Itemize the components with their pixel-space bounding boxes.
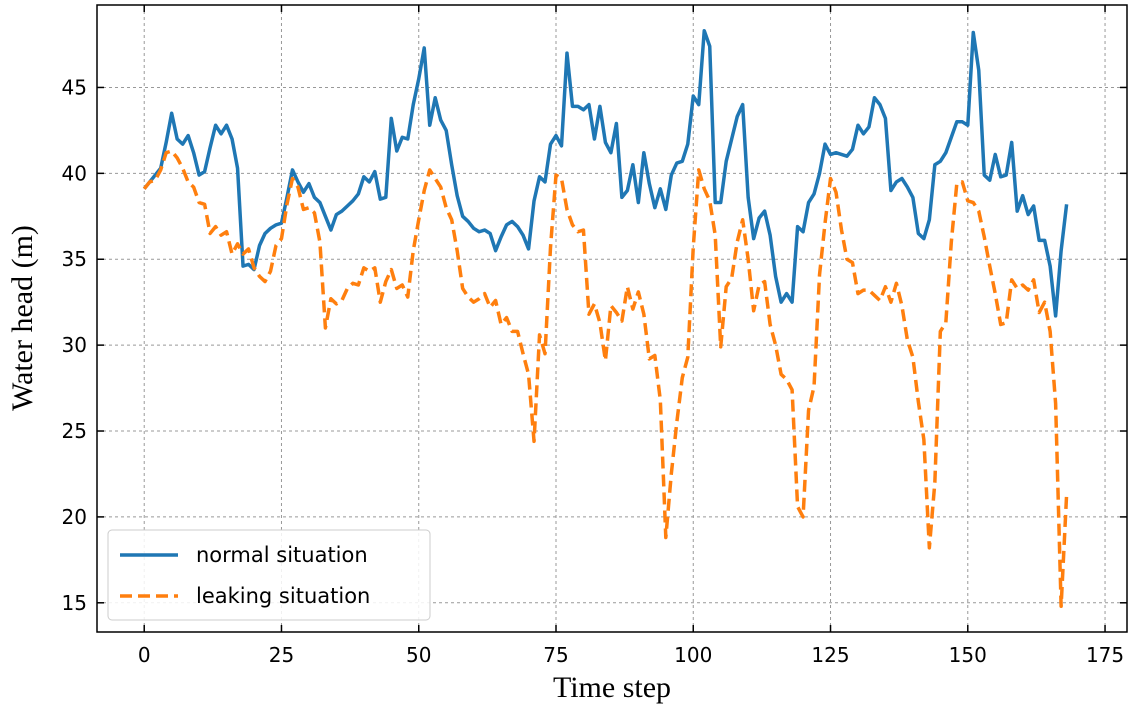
y-tick-label: 25 — [62, 419, 87, 443]
x-tick-label: 50 — [406, 643, 431, 667]
x-tick-label: 100 — [674, 643, 712, 667]
legend-label: normal situation — [196, 543, 368, 567]
y-tick-label: 35 — [62, 247, 87, 271]
y-tick-label: 40 — [62, 161, 87, 185]
legend-box — [107, 529, 431, 621]
x-tick-label: 125 — [811, 643, 849, 667]
plot-frame — [96, 4, 1128, 633]
y-tick-label: 20 — [62, 505, 87, 529]
x-axis-label: Time step — [553, 671, 671, 704]
x-tick-label: 150 — [949, 643, 987, 667]
legend-label: leaking situation — [196, 584, 370, 608]
data-line — [142, 29, 1069, 318]
x-tick-label: 25 — [269, 643, 294, 667]
y-axis-label: Water head (m) — [6, 225, 39, 411]
y-tick-label: 30 — [62, 333, 87, 357]
x-tick-label: 75 — [543, 643, 568, 667]
y-tick-label: 15 — [62, 591, 87, 615]
x-tick-label: 0 — [138, 643, 151, 667]
x-tick-label: 175 — [1086, 643, 1124, 667]
data-line — [142, 149, 1069, 608]
y-tick-label: 45 — [62, 75, 87, 99]
